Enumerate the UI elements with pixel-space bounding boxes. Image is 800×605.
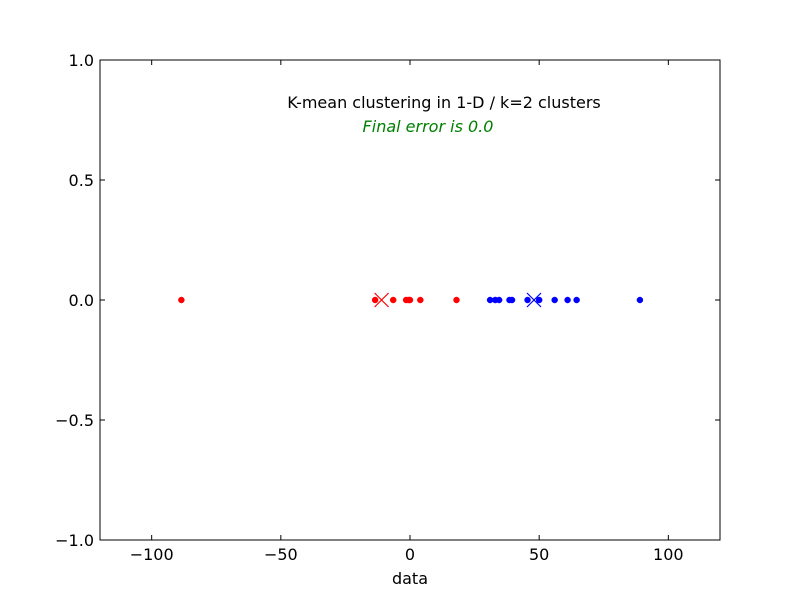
centroid-x-marker xyxy=(374,292,390,308)
data-point xyxy=(636,296,644,304)
data-point xyxy=(417,296,424,304)
data-point xyxy=(573,296,580,304)
x-tick-label: −50 xyxy=(264,545,298,564)
data-point xyxy=(551,296,558,304)
data-point xyxy=(535,296,543,304)
data-point xyxy=(389,296,397,304)
data-point xyxy=(524,296,531,304)
x-tick-label: 100 xyxy=(653,545,684,564)
y-tick-label: −0.5 xyxy=(55,411,94,430)
data-point xyxy=(508,296,516,304)
centroid-markers xyxy=(374,292,542,308)
y-tick-label: 1.0 xyxy=(69,51,94,70)
chart-subtitle: Final error is 0.0 xyxy=(363,117,494,136)
data-point xyxy=(406,296,414,304)
centroid-x-marker xyxy=(526,292,542,308)
x-tick-label: −100 xyxy=(130,545,174,564)
data-points xyxy=(178,296,644,304)
x-axis-ticks: −100 −50 0 50 100 xyxy=(130,60,684,564)
data-point xyxy=(495,296,503,304)
x-tick-label: 50 xyxy=(529,545,549,564)
data-point xyxy=(178,296,185,304)
data-point xyxy=(564,296,571,304)
y-tick-label: 0.5 xyxy=(69,171,94,190)
x-axis-label: data xyxy=(392,569,428,588)
y-tick-label: 0.0 xyxy=(69,291,94,310)
chart-title: K-mean clustering in 1-D / k=2 clusters xyxy=(287,93,600,112)
x-tick-label: 0 xyxy=(405,545,415,564)
data-point xyxy=(371,296,379,304)
y-axis-ticks: 1.0 0.5 0.0 −0.5 −1.0 xyxy=(55,51,720,550)
data-point xyxy=(453,296,460,304)
y-tick-label: −1.0 xyxy=(55,531,94,550)
